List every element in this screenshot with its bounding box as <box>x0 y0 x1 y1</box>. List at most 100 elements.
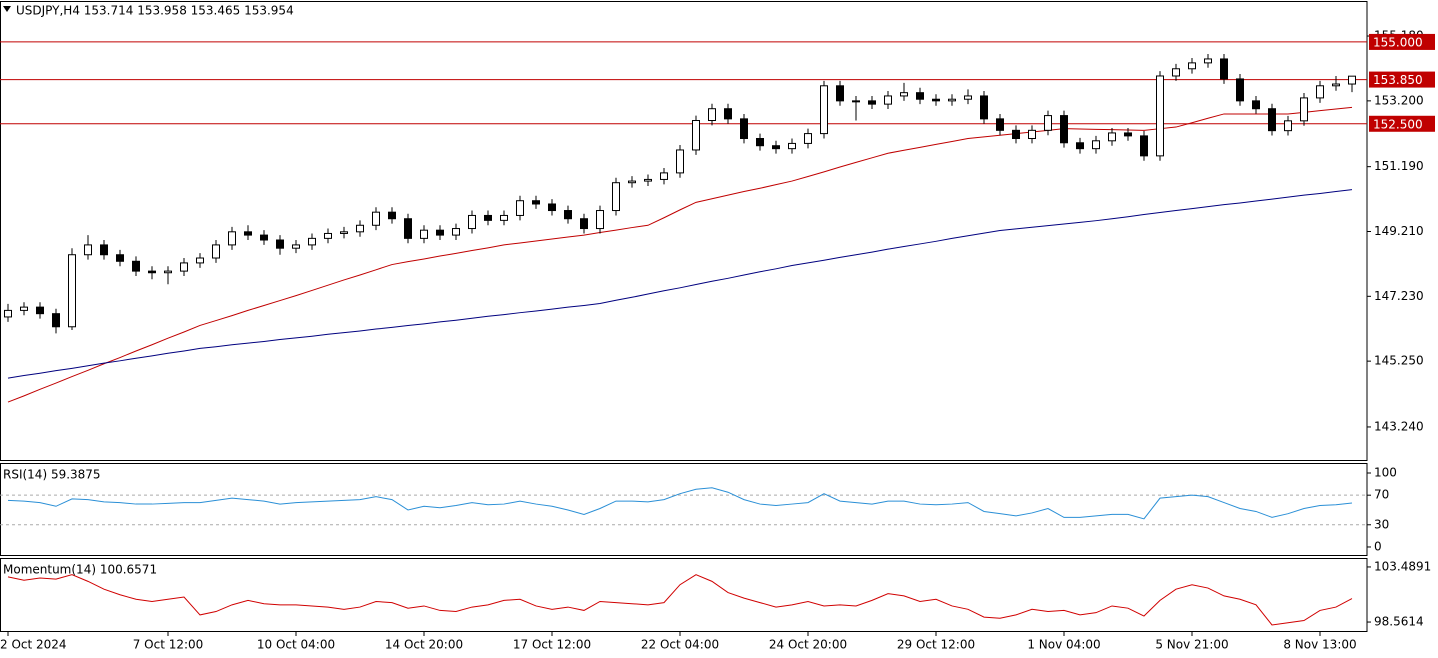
candle-body <box>644 178 652 182</box>
candle-body <box>20 306 28 311</box>
x-tick-label: 24 Oct 20:00 <box>769 638 847 652</box>
candle-body <box>756 138 764 147</box>
candle-body <box>708 108 716 122</box>
candle-body <box>628 180 636 184</box>
candle-body <box>292 244 300 249</box>
candle-body <box>1348 75 1356 85</box>
panel <box>0 463 1368 556</box>
candle-body <box>228 231 236 246</box>
candle-body <box>900 92 908 97</box>
candle-body <box>740 118 748 140</box>
x-tick-label: 1 Nov 04:00 <box>1027 638 1100 652</box>
candle-body <box>36 306 44 315</box>
candle-body <box>564 210 572 220</box>
x-tick-label: 29 Oct 12:00 <box>897 638 975 652</box>
candle-body <box>980 95 988 120</box>
candle-body <box>1076 142 1084 150</box>
chart-title: USDJPY,H4 153.714 153.958 153.465 153.95… <box>16 4 294 18</box>
y-tick-label: 149.210 <box>1374 224 1424 238</box>
candle-body <box>660 172 668 180</box>
candle-body <box>276 239 284 249</box>
level-label: 152.500 <box>1373 117 1423 131</box>
x-tick-label: 8 Nov 13:00 <box>1283 638 1356 652</box>
candle-body <box>804 133 812 144</box>
candle-body <box>884 95 892 105</box>
candle-body <box>692 120 700 151</box>
candle-body <box>996 118 1004 131</box>
menu-arrow <box>3 6 11 12</box>
candle-body <box>772 145 780 150</box>
y-tick-label: 30 <box>1374 517 1389 531</box>
candle-body <box>420 229 428 239</box>
candle-body <box>820 85 828 135</box>
candle-body <box>516 200 524 216</box>
candle-body <box>4 309 12 318</box>
candle-body <box>964 95 972 100</box>
candle-body <box>388 211 396 220</box>
candle-body <box>788 142 796 150</box>
candle-body <box>1284 120 1292 132</box>
candle-body <box>452 228 460 236</box>
candle-body <box>724 108 732 120</box>
x-tick-label: 5 Nov 21:00 <box>1155 638 1228 652</box>
candle-body <box>1108 132 1116 142</box>
level-tag <box>1369 33 1435 50</box>
candle-body <box>100 244 108 256</box>
candle-body <box>484 214 492 221</box>
panel <box>0 558 1368 632</box>
y-tick-label: 0 <box>1374 539 1382 553</box>
candle-body <box>68 254 76 328</box>
candle-body <box>260 234 268 241</box>
level-tag <box>1369 71 1435 88</box>
candle-body <box>1300 97 1308 122</box>
level-label: 155.000 <box>1373 35 1423 49</box>
candle-body <box>1012 129 1020 140</box>
x-tick-label: 10 Oct 04:00 <box>257 638 335 652</box>
indicator-title: RSI(14) 59.3875 <box>3 468 101 482</box>
candle-body <box>468 214 476 230</box>
candle-body <box>1316 85 1324 99</box>
candle-body <box>532 200 540 205</box>
candle-body <box>244 231 252 236</box>
candle-body <box>308 237 316 246</box>
y-tick-label: 143.240 <box>1374 419 1424 433</box>
candle-body <box>1220 58 1228 80</box>
level-label: 153.850 <box>1373 73 1423 87</box>
candle-body <box>1236 78 1244 102</box>
candle-body <box>132 260 140 272</box>
candle-body <box>1028 129 1036 140</box>
y-tick-label: 100 <box>1374 465 1397 479</box>
candle-body <box>1172 68 1180 77</box>
y-tick-label: 153.200 <box>1374 93 1424 107</box>
candle-body <box>612 182 620 212</box>
candle-body <box>1140 135 1148 157</box>
x-tick-label: 17 Oct 12:00 <box>513 638 591 652</box>
candle-body <box>164 270 172 274</box>
candle-body <box>212 244 220 259</box>
x-tick-label: 22 Oct 04:00 <box>641 638 719 652</box>
candle-body <box>1204 58 1212 64</box>
candle-body <box>852 100 860 103</box>
candle-body <box>1332 83 1340 87</box>
candle-body <box>500 214 508 221</box>
candle-body <box>548 203 556 212</box>
candle-body <box>1092 140 1100 150</box>
y-tick-label: 151.190 <box>1374 159 1424 173</box>
candle-body <box>180 262 188 272</box>
x-tick-label: 7 Oct 12:00 <box>133 638 204 652</box>
candle-body <box>580 218 588 230</box>
candle-body <box>116 254 124 262</box>
candle-body <box>836 85 844 102</box>
candle-body <box>148 270 156 274</box>
candle-body <box>932 98 940 102</box>
candle-body <box>1060 115 1068 144</box>
candle-body <box>1044 115 1052 131</box>
candle-body <box>596 210 604 230</box>
candle-body <box>1188 62 1196 70</box>
y-tick-label: 145.250 <box>1374 354 1424 368</box>
y-tick-label: 70 <box>1374 488 1389 502</box>
candle-body <box>52 313 60 328</box>
candle-body <box>948 98 956 102</box>
candle-body <box>84 244 92 256</box>
